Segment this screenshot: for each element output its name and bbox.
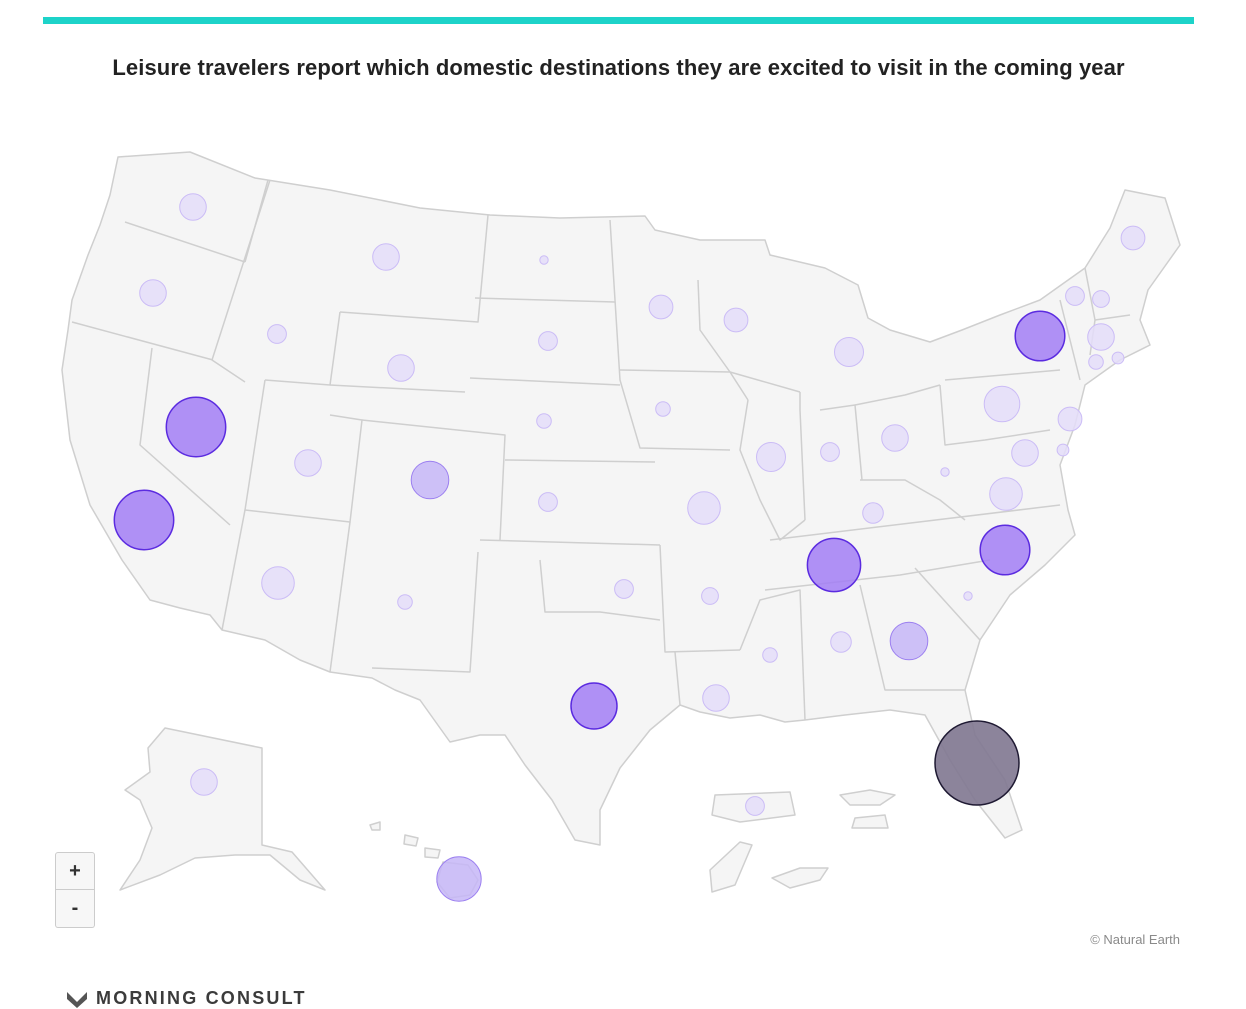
map-credit: © Natural Earth: [1090, 932, 1180, 947]
island-south-2: [771, 867, 829, 889]
bubble-wisconsin[interactable]: Wisconsin: [723, 307, 749, 333]
bubble-oklahoma[interactable]: Oklahoma: [614, 579, 634, 599]
bubble-hawaii[interactable]: Hawaii: [436, 856, 482, 902]
bubble-nebraska[interactable]: Nebraska: [536, 413, 552, 429]
bubble-north-carolina[interactable]: North Carolina: [979, 524, 1031, 576]
brand-name: MORNING CONSULT: [96, 988, 307, 1008]
bubble-massachusetts[interactable]: Massachusetts: [1087, 323, 1115, 351]
bubble-iowa[interactable]: Iowa: [655, 401, 671, 417]
bubble-new-jersey[interactable]: New Jersey: [1057, 406, 1083, 432]
bubble-virginia[interactable]: Virginia: [989, 477, 1023, 511]
island-south: [709, 841, 753, 893]
inset-shapes: [119, 727, 896, 899]
bubble-maine[interactable]: Maine: [1120, 225, 1146, 251]
bubble-pennsylvania[interactable]: Pennsylvania: [983, 385, 1021, 423]
bubble-delaware[interactable]: Delaware: [1056, 443, 1070, 457]
bubble-puerto-rico[interactable]: Puerto Rico: [745, 796, 765, 816]
bubble-layer: Washington Oregon California Nevada Idaho Mon…: [113, 193, 1146, 902]
bubble-north-dakota[interactable]: North Dakota: [539, 255, 549, 265]
bubble-indiana[interactable]: Indiana: [820, 442, 840, 462]
bubble-maryland[interactable]: Maryland: [1011, 439, 1039, 467]
accent-bar: [43, 17, 1194, 24]
bubble-south-carolina[interactable]: South Carolina: [963, 591, 973, 601]
island-east: [851, 814, 889, 829]
bubble-rhode-island[interactable]: Rhode Island: [1111, 351, 1125, 365]
map-land: [61, 151, 1181, 846]
bubble-south-dakota[interactable]: South Dakota: [538, 331, 558, 351]
hawaii-island-4: [369, 821, 381, 831]
bubble-utah[interactable]: Utah: [294, 449, 322, 477]
bubble-kansas[interactable]: Kansas: [538, 492, 558, 512]
bubble-wyoming[interactable]: Wyoming: [387, 354, 415, 382]
alaska-shape: [119, 727, 326, 891]
bubble-connecticut[interactable]: Connecticut: [1088, 354, 1104, 370]
bubble-michigan[interactable]: Michigan: [834, 337, 864, 367]
bubble-louisiana[interactable]: Louisiana: [702, 684, 730, 712]
bubble-oregon[interactable]: Oregon: [139, 279, 167, 307]
bubble-mississippi[interactable]: Mississippi: [762, 647, 778, 663]
bubble-minnesota[interactable]: Minnesota: [648, 294, 674, 320]
contiguous-us-shape: [61, 151, 1181, 846]
bubble-montana[interactable]: Montana: [372, 243, 400, 271]
bubble-washington[interactable]: Washington: [179, 193, 207, 221]
bubble-kentucky[interactable]: Kentucky: [862, 502, 884, 524]
bubble-nevada[interactable]: Nevada: [165, 396, 227, 458]
bubble-arizona[interactable]: Arizona: [261, 566, 295, 600]
bubble-idaho[interactable]: Idaho: [267, 324, 287, 344]
bubble-ohio[interactable]: Ohio: [881, 424, 909, 452]
bubble-west-virginia[interactable]: West Virginia: [940, 467, 950, 477]
bubble-new-york[interactable]: New York: [1014, 310, 1066, 362]
zoom-out-button[interactable]: -: [55, 890, 95, 928]
zoom-in-button[interactable]: +: [55, 852, 95, 890]
bubble-illinois[interactable]: Illinois: [756, 442, 786, 472]
bubble-new-hampshire[interactable]: New Hampshire: [1092, 290, 1110, 308]
bubble-texas[interactable]: Texas: [570, 682, 618, 730]
bubble-new-mexico[interactable]: New Mexico: [397, 594, 413, 610]
bubble-arkansas[interactable]: Arkansas: [701, 587, 719, 605]
state-borders: [71, 179, 1131, 721]
brand-logo: MORNING CONSULT: [66, 988, 307, 1009]
bubble-alaska[interactable]: Alaska: [190, 768, 218, 796]
chart-title: Leisure travelers report which domestic …: [112, 55, 1125, 80]
bubble-alabama[interactable]: Alabama: [830, 631, 852, 653]
bubble-vermont[interactable]: Vermont: [1065, 286, 1085, 306]
morning-consult-logo-icon: [67, 991, 87, 1008]
hawaii-island-2: [403, 834, 419, 847]
bubble-colorado[interactable]: Colorado: [410, 460, 450, 500]
cuba-like-island: [839, 789, 896, 806]
bubble-florida[interactable]: Florida: [934, 720, 1020, 806]
hawaii-island-3: [424, 847, 441, 859]
bubble-california[interactable]: California: [113, 489, 175, 551]
bubble-georgia[interactable]: Georgia: [889, 621, 929, 661]
bubble-tennessee[interactable]: Tennessee: [806, 537, 862, 593]
bubble-missouri[interactable]: Missouri: [687, 491, 721, 525]
